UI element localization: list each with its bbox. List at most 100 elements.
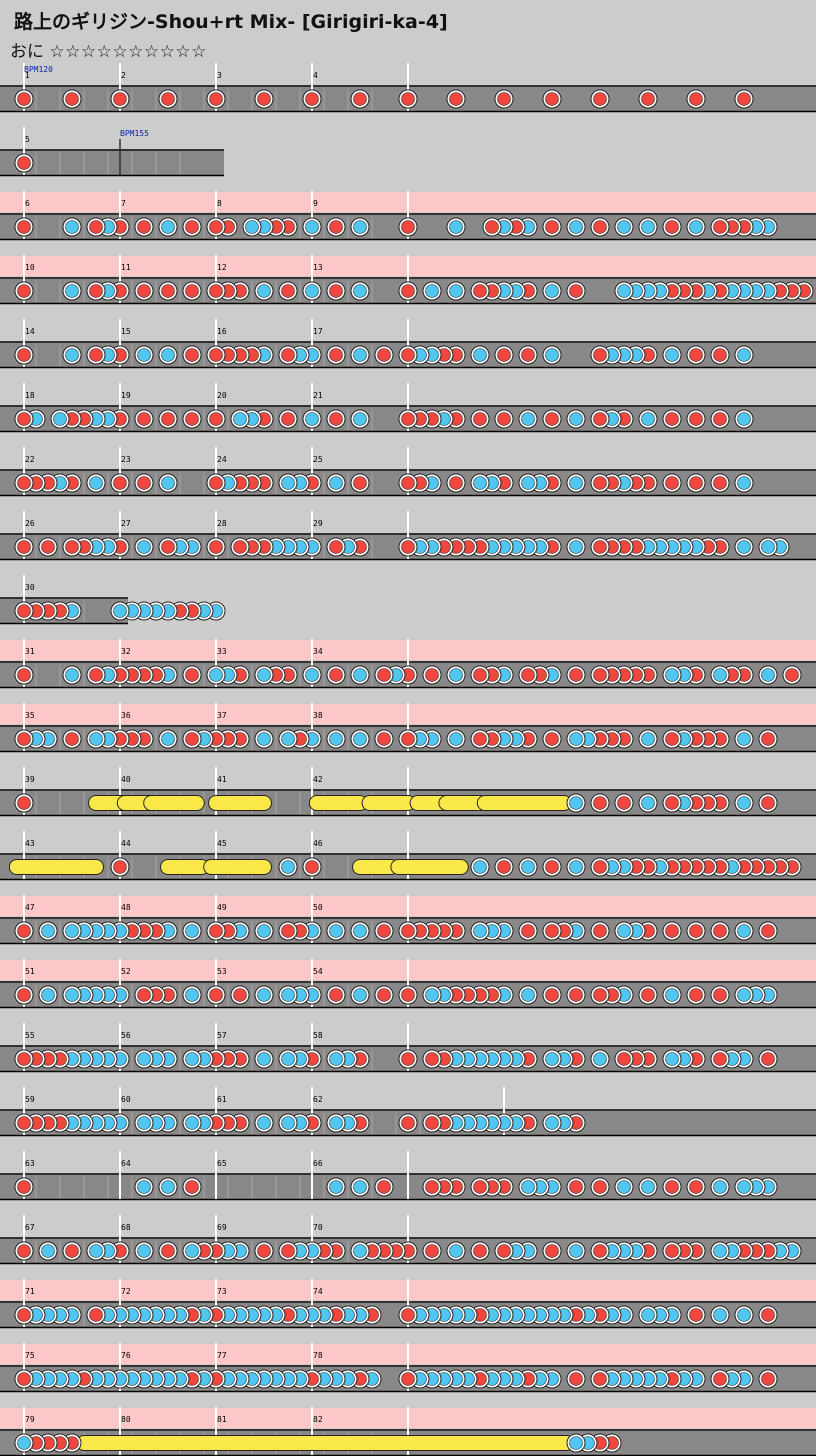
note-face (545, 1052, 559, 1066)
measure-number: 37 (217, 711, 227, 720)
note-face (17, 668, 31, 682)
note-face (185, 412, 199, 426)
note-face (185, 1180, 199, 1194)
note-face (689, 924, 703, 938)
note-face (209, 924, 223, 938)
note-face (353, 1180, 367, 1194)
measure-number: 4 (313, 71, 318, 80)
note-face (713, 668, 727, 682)
measure-number: 45 (217, 839, 227, 848)
measure-number: 62 (313, 1095, 323, 1104)
note-face (209, 540, 223, 554)
note-face (473, 668, 487, 682)
note-face (353, 92, 367, 106)
note-face (137, 220, 151, 234)
note-face (665, 1052, 679, 1066)
measure-number: 28 (217, 519, 227, 528)
note-face (593, 988, 607, 1002)
note-face (449, 220, 463, 234)
measure-number: 41 (217, 775, 227, 784)
note-face (737, 1308, 751, 1322)
measure-number: 42 (313, 775, 323, 784)
note-face (281, 1244, 295, 1258)
note-face (245, 220, 259, 234)
chart-row: 47 48 49 50 (0, 895, 816, 945)
measure-number: 15 (121, 327, 131, 336)
note-face (521, 924, 535, 938)
measure-number: 65 (217, 1159, 227, 1168)
note-face (401, 540, 415, 554)
note-face (17, 924, 31, 938)
note-face (17, 220, 31, 234)
note-face (161, 1180, 175, 1194)
note-face (761, 668, 775, 682)
difficulty-label: おに (10, 42, 44, 62)
measure-number: 30 (25, 583, 35, 592)
note-face (641, 732, 655, 746)
note-face (281, 1116, 295, 1130)
note-face (473, 476, 487, 490)
measure-number: 57 (217, 1031, 227, 1040)
note-face (761, 1052, 775, 1066)
note-face (737, 476, 751, 490)
drumroll (390, 859, 469, 875)
note-face (89, 1244, 103, 1258)
note-face (569, 796, 583, 810)
note-face (761, 796, 775, 810)
measure-number: 60 (121, 1095, 131, 1104)
measure-number: 26 (25, 519, 35, 528)
note-face (401, 348, 415, 362)
measure-number: 51 (25, 967, 35, 976)
note-face (593, 92, 607, 106)
note-face (737, 92, 751, 106)
note-face (545, 988, 559, 1002)
note-face (185, 1052, 199, 1066)
note-face (281, 476, 295, 490)
note-face (89, 348, 103, 362)
measure-number: 17 (313, 327, 323, 336)
measure-number: 13 (313, 263, 323, 272)
note-face (473, 1244, 487, 1258)
note-face (329, 220, 343, 234)
note-face (713, 476, 727, 490)
note-face (641, 988, 655, 1002)
note-face (161, 284, 175, 298)
measure-number: 27 (121, 519, 131, 528)
note-face (353, 348, 367, 362)
measure-number: 5 (25, 135, 30, 144)
measure-number: 29 (313, 519, 323, 528)
note-face (161, 476, 175, 490)
note-face (41, 988, 55, 1002)
note-face (89, 732, 103, 746)
note-face (377, 348, 391, 362)
note-face (665, 796, 679, 810)
note-face (713, 1244, 727, 1258)
note-face (353, 412, 367, 426)
note-face (329, 1116, 343, 1130)
note-face (593, 1372, 607, 1386)
note-face (593, 860, 607, 874)
chart-row: 6 7 8 9 (0, 191, 816, 241)
note-face (353, 476, 367, 490)
note-face (353, 220, 367, 234)
note-face (713, 1180, 727, 1194)
measure-number: 50 (313, 903, 323, 912)
note-face (185, 1244, 199, 1258)
note-face (569, 1372, 583, 1386)
note-face (305, 220, 319, 234)
note-face (521, 1180, 535, 1194)
note-face (473, 860, 487, 874)
measure-number: 75 (25, 1351, 35, 1360)
measure-number: 10 (25, 263, 35, 272)
note-face (497, 348, 511, 362)
note-face (65, 988, 79, 1002)
measure-number: 31 (25, 647, 35, 656)
note-face (137, 1052, 151, 1066)
note-face (737, 348, 751, 362)
note-face (761, 732, 775, 746)
note-face (449, 284, 463, 298)
note-face (305, 284, 319, 298)
note-face (401, 988, 415, 1002)
note-face (209, 348, 223, 362)
note-face (545, 1116, 559, 1130)
